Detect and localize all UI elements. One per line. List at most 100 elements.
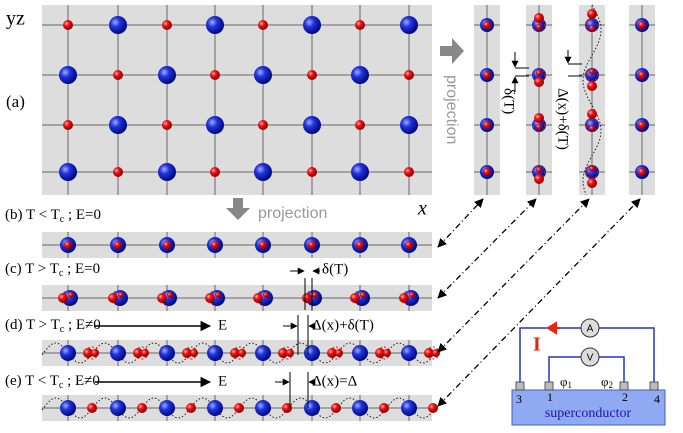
red-atom [335,349,343,357]
red-atom [409,292,415,298]
red-atom [63,20,73,30]
projection-label: projection [258,205,327,222]
red-atom [483,121,491,129]
figure: yz (a) x projection δ(T) Δ(x)+δ(T) (b) T… [0,0,683,433]
red-atom [87,403,97,413]
field-label: E [218,317,227,333]
red-atom [215,292,221,298]
red-atom [190,349,198,357]
projection-label: projection [443,75,460,144]
red-atom [638,121,646,129]
red-atom [141,349,149,357]
blue-atom [400,16,418,34]
phase-label: φ1 [560,374,572,390]
condition: ; E≠0 [64,317,101,333]
contact [516,382,524,390]
blue-atom [159,400,175,416]
blue-atom [304,345,320,361]
blue-atom [110,345,126,361]
panel-label: (c) [5,261,22,277]
contact-label: 2 [622,390,628,404]
red-atom [379,403,389,413]
shift-label: Δ(x)+δ(T) [312,317,374,333]
panel-label: (a) [6,92,25,111]
red-atom [259,241,267,249]
red-atom [210,167,220,177]
blue-atom [207,400,223,416]
drawing [42,5,655,421]
phase-label: φ [601,374,609,389]
blue-atom [60,400,76,416]
panel-label: (c) T > Tc ; E=0 [5,261,100,279]
condition: T < T [25,373,59,389]
blue-atom [158,66,176,84]
condition: ; E=0 [63,261,100,277]
red-atom [536,70,542,76]
red-atom [234,403,244,413]
panel-label: (d) T > Tc ; E≠0 [5,317,101,335]
red-atom [64,241,72,249]
projection-arrow [226,198,250,220]
red-atom [483,71,491,79]
panel-label: (e) T < Tc ; E≠0 [5,373,100,391]
red-atom [331,403,341,413]
red-atom [302,293,312,303]
red-atom [383,349,391,357]
red-atom [114,241,122,249]
red-atom [534,13,544,23]
contact-label: 3 [516,392,522,406]
red-atom [536,167,542,173]
red-atom [534,174,544,184]
blue-atom [59,66,77,84]
red-atom [356,241,364,249]
red-atom [108,293,118,303]
blue-atom [206,116,224,134]
red-atom [355,20,365,30]
red-atom [589,25,595,31]
red-atom [137,403,147,413]
red-atom [307,167,317,177]
condition: T > T [25,261,59,277]
red-atom [258,20,268,30]
blue-atom [303,16,321,34]
blue-atom [109,116,127,134]
blue-atom [400,116,418,134]
red-atom [263,292,269,298]
red-atom [113,70,123,80]
red-atom [587,178,597,188]
blue-atom [207,345,223,361]
blue-atom [159,345,175,361]
blue-atom [401,400,417,416]
blue-atom [110,400,126,416]
red-atom [163,241,171,249]
current-arrow [548,323,560,333]
field-label: E [218,373,227,389]
red-atom [167,292,173,298]
circuit: I A V 3 1 2 4 φ1 φ2 superconductor [512,319,665,425]
voltmeter-label: V [587,353,594,364]
red-atom [404,167,414,177]
red-atom [638,21,646,29]
contact [650,382,658,390]
blue-atom [352,400,368,416]
red-atom [483,21,491,29]
panel-label: (b) [5,207,23,223]
red-atom [587,109,597,119]
red-atom [157,293,167,303]
phase-label: 2 [609,380,614,390]
red-atom [638,71,646,79]
blue-atom [255,400,271,416]
condition: ; E≠0 [63,373,100,389]
red-atom [238,349,246,357]
red-atom [404,70,414,80]
blue-atom [158,163,176,181]
current-label: I [533,334,541,356]
red-atom [432,349,440,357]
red-atom [428,403,438,413]
axis-label: x [417,198,427,220]
blue-atom [255,345,271,361]
red-atom [312,292,318,298]
blue-atom [206,16,224,34]
panel-label: (d) [5,317,23,333]
phase-label: 1 [568,380,573,390]
